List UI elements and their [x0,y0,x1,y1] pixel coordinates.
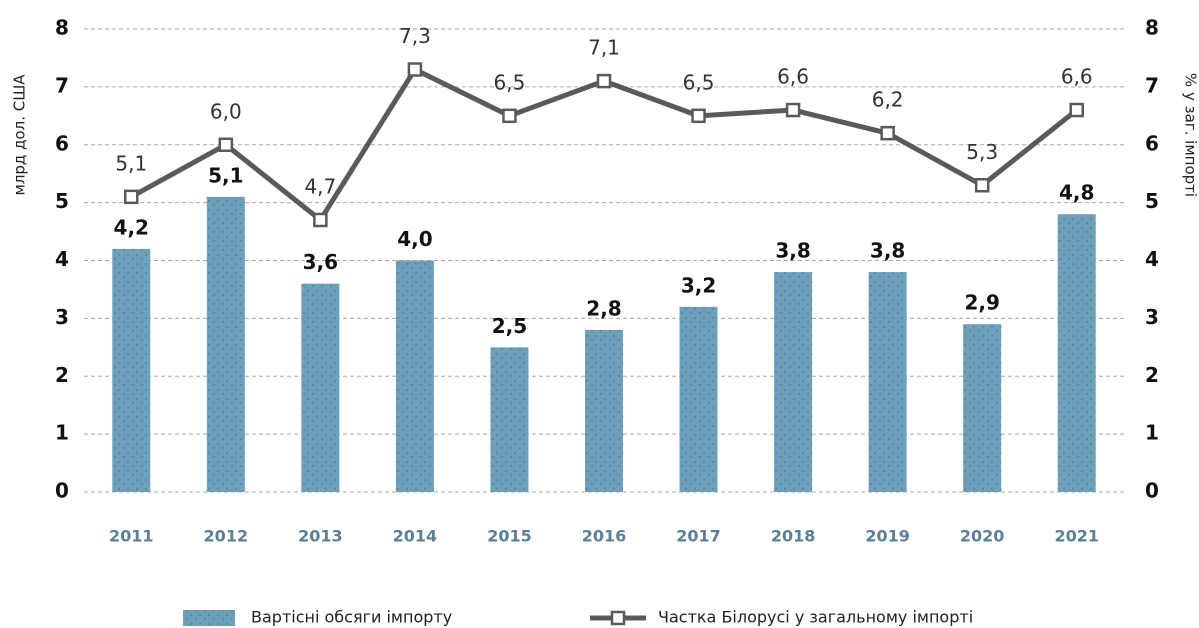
y-tick-label: 0 [55,479,69,503]
bar [301,283,340,492]
line-marker [313,212,328,228]
bar [1057,214,1096,492]
bar-value-label: 2,9 [964,291,999,315]
line-value-label: 6,5 [494,70,526,94]
line-marker [785,102,801,118]
line-value-label: 5,3 [966,140,998,164]
x-tick-label: 2019 [865,527,910,546]
y2-axis-label: % у заг. імпорті [1182,73,1199,197]
bar [395,260,434,492]
bar [868,272,907,492]
x-tick-label: 2014 [393,527,438,546]
y2-tick-label: 1 [1145,421,1159,445]
bar-value-label: 4,2 [114,215,149,239]
bar-value-label: 2,5 [492,314,527,338]
x-tick-label: 2016 [582,527,627,546]
line-marker [691,108,706,124]
y2-tick-label: 5 [1145,189,1159,213]
y-tick-label: 7 [55,73,69,97]
x-tick-label: 2013 [298,527,343,546]
legend-swatch [183,610,235,626]
bar [774,272,813,492]
bar [585,329,623,492]
line-marker [1069,102,1084,118]
y2-tick-label: 0 [1145,479,1159,503]
y2-tick-label: 2 [1145,363,1159,387]
legend-label: Вартісні обсяги імпорту [251,608,452,627]
y2-tick-label: 8 [1145,16,1159,40]
y-tick-label: 4 [55,247,69,271]
y2-tick-label: 6 [1145,131,1159,155]
x-tick-label: 2012 [204,527,249,546]
bar-value-label: 3,8 [870,239,905,263]
line-marker [124,189,139,205]
line-marker [974,178,990,193]
x-tick-label: 2021 [1054,527,1099,546]
line-value-label: 6,0 [210,99,242,123]
line-value-label: 6,5 [683,70,715,94]
y2-tick-label: 3 [1145,305,1159,329]
bar-value-label: 4,8 [1059,181,1094,205]
y-tick-label: 2 [55,363,69,387]
bar [112,248,151,492]
bar [963,324,1002,492]
bar-value-label: 3,8 [775,239,810,263]
y2-tick-label: 4 [1145,247,1159,271]
y-tick-label: 6 [55,131,69,155]
y-tick-label: 5 [55,189,69,213]
line-marker [880,125,895,141]
x-tick-label: 2011 [109,527,154,546]
x-tick-label: 2017 [676,527,721,546]
bar-value-label: 5,1 [208,163,243,187]
line-value-label: 7,1 [588,36,620,60]
y-tick-label: 3 [55,305,69,329]
x-tick-label: 2020 [960,527,1005,546]
bar-value-label: 2,8 [586,296,621,320]
line-marker [502,108,517,124]
bar [490,347,529,492]
bar-value-label: 4,0 [397,227,432,251]
bar-value-label: 3,6 [303,250,338,274]
bar-value-label: 3,2 [681,273,716,297]
bar [679,306,718,492]
bar [206,196,245,492]
legend-label: Частка Білорусі у загальному імпорті [658,608,973,627]
line-value-label: 4,7 [304,174,336,198]
line-value-label: 5,1 [115,151,147,175]
line-value-label: 6,6 [777,65,809,89]
x-tick-label: 2015 [487,527,532,546]
line-marker [218,137,234,152]
legend-marker [610,610,626,626]
x-tick-label: 2018 [771,527,816,546]
line-marker [407,62,423,77]
line-value-label: 6,2 [872,88,904,112]
line-marker [596,73,612,89]
y-tick-label: 1 [55,421,69,445]
line-value-label: 7,3 [399,24,431,48]
y2-tick-label: 7 [1145,73,1159,97]
y-tick-label: 8 [55,16,69,40]
line-value-label: 6,6 [1061,65,1093,89]
y-axis-label: млрд дол. США [11,74,29,196]
